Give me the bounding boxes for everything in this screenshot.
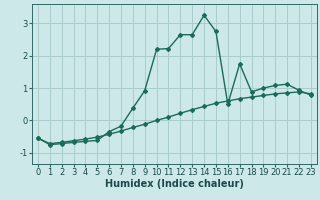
X-axis label: Humidex (Indice chaleur): Humidex (Indice chaleur) <box>105 179 244 189</box>
